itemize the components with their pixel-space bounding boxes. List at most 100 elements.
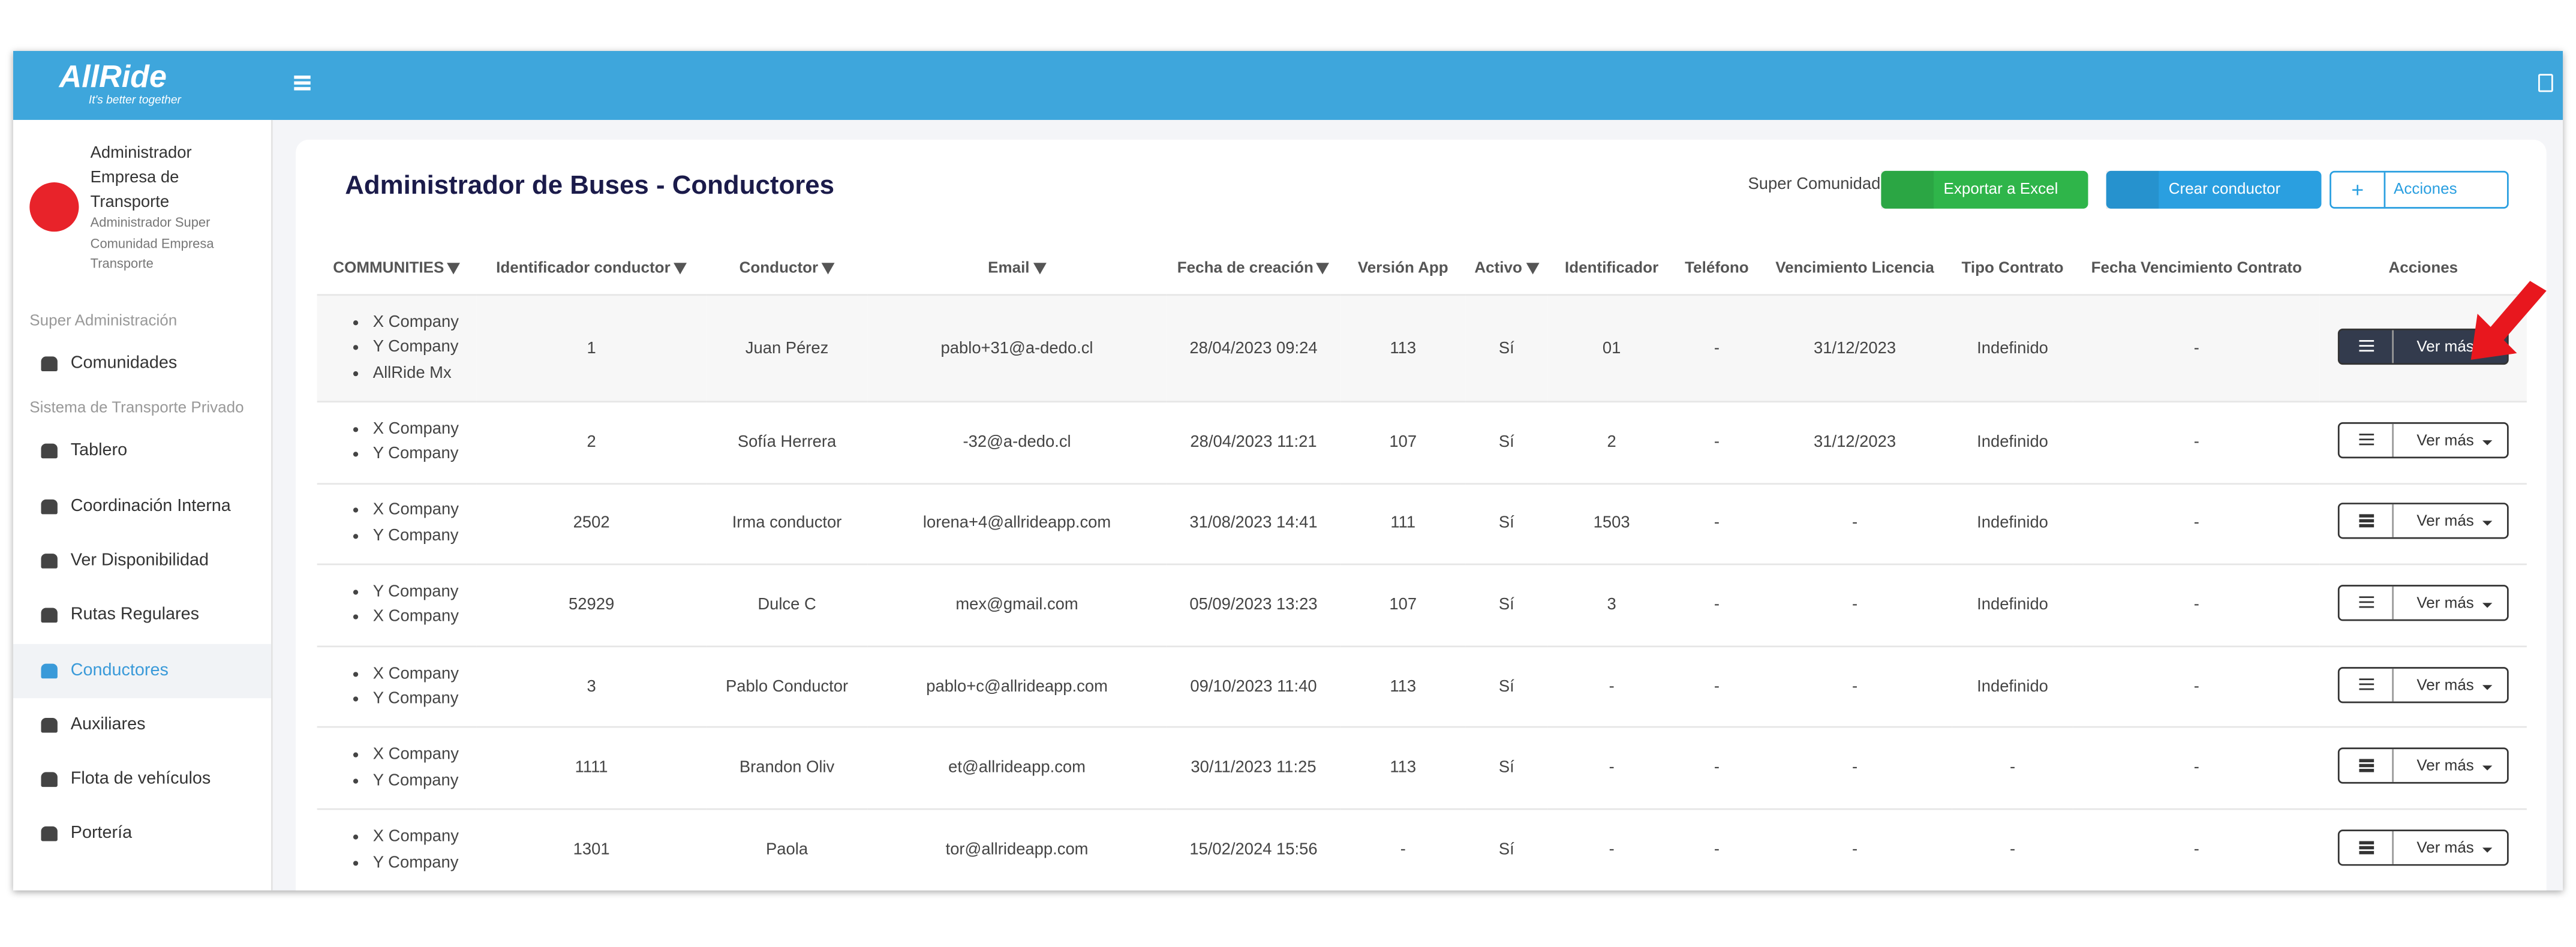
column-header: Fecha de creación [1167,242,1340,295]
ver-mas-button[interactable]: Ver más [2337,422,2509,458]
header-label: Identificador conductor [496,258,671,277]
column-header: Identificador [1547,242,1676,295]
icon [41,553,58,569]
ver-mas-button[interactable]: Ver más [2337,585,2509,621]
filter-icon[interactable] [1525,261,1539,274]
button-label: Ver más [2416,431,2474,450]
button-label: Ver más [2416,676,2474,695]
user-name: Administrador Empresa de Transporte [90,145,192,212]
sidebar-item[interactable]: Flota de vehículos [13,753,271,807]
cell: Sí [1465,645,1548,728]
filter-icon[interactable] [821,261,835,274]
icon [41,498,58,514]
sidebar-item[interactable]: Conductores [13,643,271,698]
cell: 01 [1547,294,1676,402]
panel-toggle[interactable] [2538,74,2553,92]
icon [41,444,58,459]
cell: Sí [1465,808,1548,891]
sidebar-item[interactable]: Ver Disponibilidad [13,534,271,588]
cell: 2502 [476,482,707,565]
cell: 3 [476,645,707,728]
sidebar-item[interactable]: Auxiliares [13,698,271,752]
item-label: Portería [70,823,133,844]
sidebar-item[interactable]: Portería [13,807,271,861]
cell: - [1675,726,1758,809]
cell: Pablo Conductor [706,645,868,728]
actions-cell: Ver más [2319,808,2527,891]
cell: - [1675,294,1758,402]
drivers-table: COMMUNITIES Identificador conductor Conduc… [317,242,2527,891]
communities-cell: X CompanyY Company [317,482,477,565]
filter-icon[interactable] [1316,261,1330,274]
list-icon [2340,749,2394,783]
cell: Sí [1465,726,1548,809]
cell: 113 [1340,294,1466,402]
community: AllRide Mx [373,361,477,386]
ver-mas-button[interactable]: Ver más [2337,503,2509,540]
community: X Company [373,825,477,850]
logo[interactable]: AllRide [59,61,167,95]
communities-cell: X CompanyY Company [317,645,477,728]
column-header: Teléfono [1676,242,1758,295]
export-button[interactable]: Exportar a Excel [1881,170,2088,209]
ver-mas-button[interactable]: Ver más [2337,666,2509,703]
cell: pablo+c@allrideapp.com [867,645,1167,728]
sidebar-item[interactable]: Rutas Regulares [13,588,271,642]
menu-toggle[interactable] [294,76,311,79]
sidebar-item[interactable]: Coordinación Interna [13,479,271,533]
filter-icon[interactable] [1033,261,1046,274]
content-card: Administrador de Buses - Conductores Sup… [296,139,2547,891]
item-label: Coordinación Interna [70,495,231,515]
community: X Company [373,498,477,524]
sidebar-item[interactable]: Comunidades [13,337,271,391]
cell: - [1757,808,1952,891]
button-label: Ver más [2416,337,2474,356]
cell: Sofía Herrera [706,401,868,483]
sidebar-item[interactable]: Tablero [13,425,271,479]
cell: - [1952,726,2073,809]
actions-button[interactable]: + Acciones [2329,170,2509,209]
cell: 28/04/2023 11:21 [1166,401,1341,483]
cell: 113 [1340,645,1466,728]
ver-mas-button[interactable]: Ver más [2337,829,2509,866]
community-select[interactable]: Super Comunidad [1748,176,1881,194]
cell: - [1952,808,2073,891]
header-label: Email [988,258,1030,277]
community: Y Company [373,524,477,549]
icon [41,717,58,733]
community: Y Company [373,850,477,876]
community: X Company [373,605,477,630]
cell: - [1547,645,1676,728]
cell: Brandon Oliv [706,726,868,809]
actions-cell: Ver más [2319,564,2527,647]
filter-icon[interactable] [447,261,461,274]
community: X Company [373,743,477,768]
actions-cell: Ver más [2319,401,2527,483]
filter-icon[interactable] [674,261,687,274]
icon [41,772,58,787]
community: Y Company [373,768,477,793]
item-label: Comunidades [70,353,178,373]
cell: Indefinido [1952,294,2073,402]
button-label: Ver más [2416,594,2474,613]
list-icon [2340,831,2394,864]
cell: - [1757,726,1952,809]
cell: 31/12/2023 [1757,401,1952,483]
communities-list: X CompanyY CompanyAllRide Mx [317,310,477,386]
column-header: Conductor [707,242,867,295]
cell: 2 [1547,401,1676,483]
community: Y Company [373,443,477,468]
create-button[interactable]: Crear conductor [2106,170,2322,209]
ver-mas-button[interactable]: Ver más [2337,747,2509,784]
cell: 111 [1340,482,1466,565]
cell: 113 [1340,726,1466,809]
cell: Irma conductor [706,482,868,565]
cell: - [2073,401,2320,483]
header-label: Versión App [1357,258,1448,277]
cell: - [1675,645,1758,728]
cell: Indefinido [1952,401,2073,483]
